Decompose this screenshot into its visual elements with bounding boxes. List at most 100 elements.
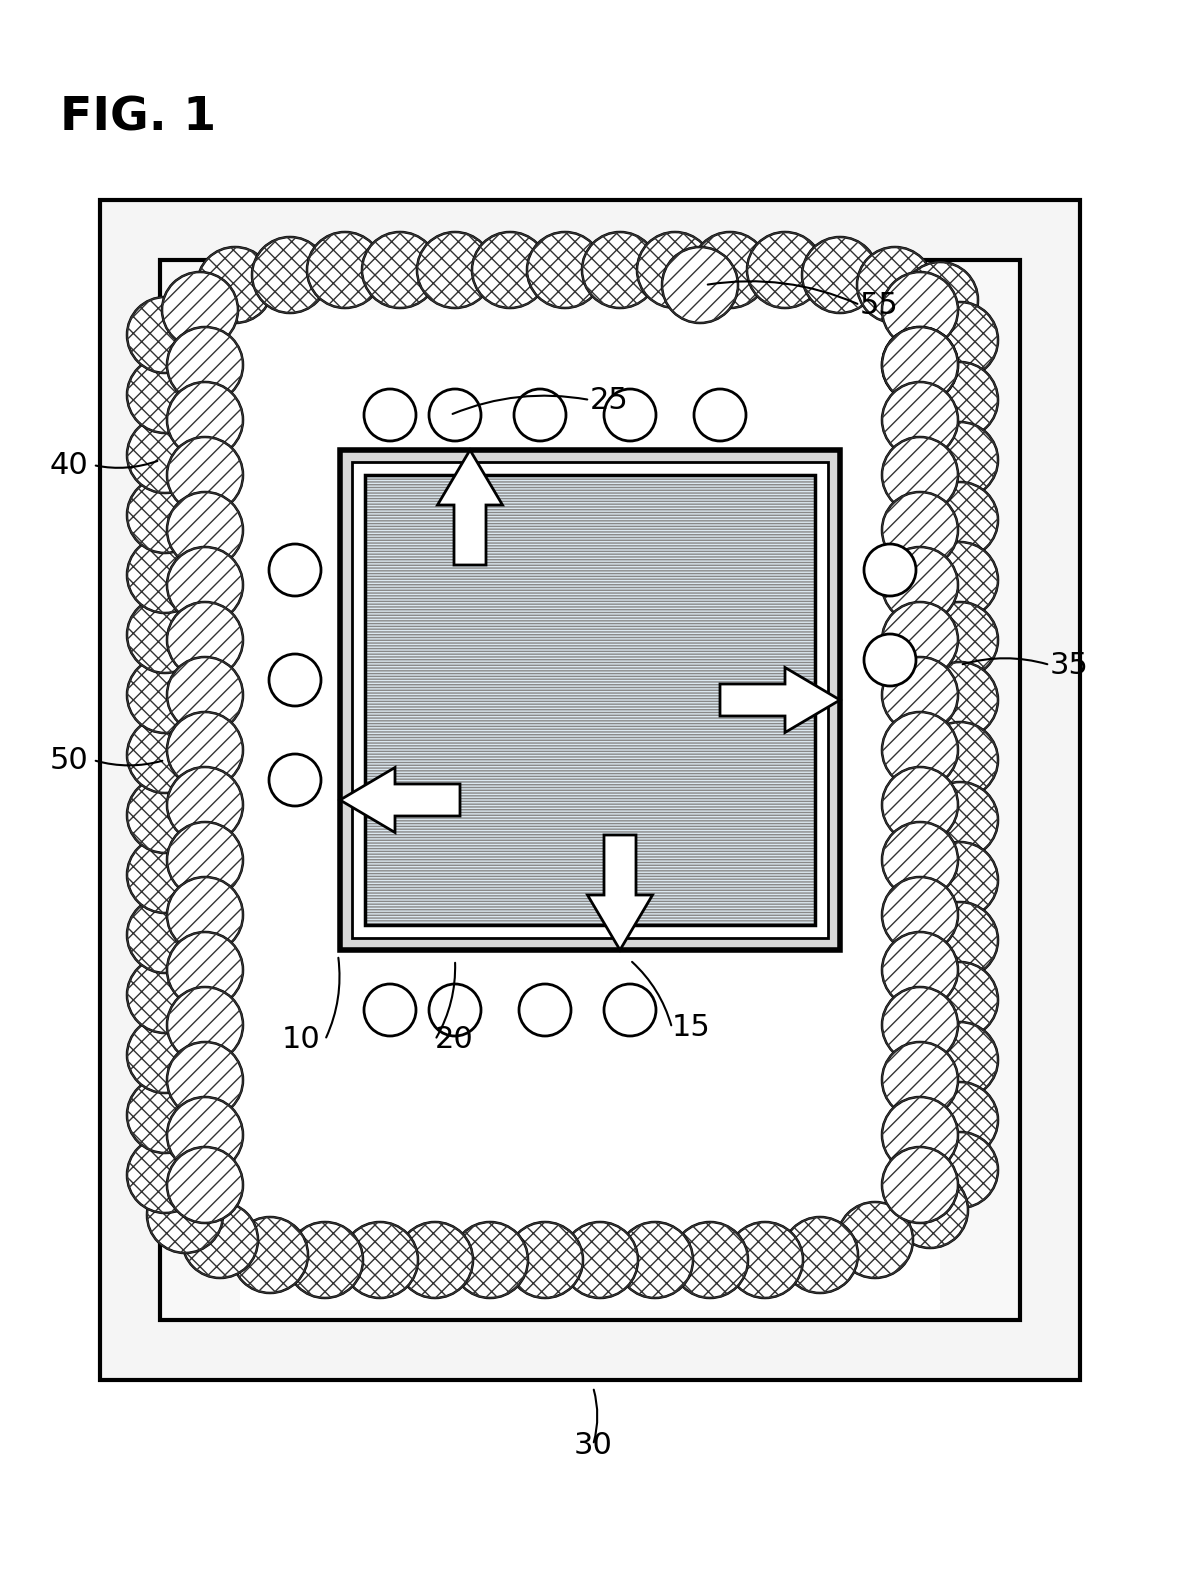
Circle shape <box>417 232 493 307</box>
Polygon shape <box>438 451 503 566</box>
Circle shape <box>127 358 203 433</box>
Circle shape <box>167 381 243 459</box>
Circle shape <box>922 901 997 979</box>
Circle shape <box>127 597 203 673</box>
Circle shape <box>167 602 243 678</box>
Circle shape <box>127 1017 203 1094</box>
Circle shape <box>269 544 321 596</box>
Circle shape <box>181 1202 259 1278</box>
Circle shape <box>691 232 769 307</box>
Text: FIG. 1: FIG. 1 <box>60 95 216 140</box>
Circle shape <box>882 1042 958 1117</box>
Circle shape <box>882 437 958 514</box>
Circle shape <box>514 389 566 441</box>
Circle shape <box>452 1221 528 1299</box>
Bar <box>240 310 940 1310</box>
Polygon shape <box>720 668 840 733</box>
Circle shape <box>882 768 958 843</box>
Circle shape <box>802 236 878 314</box>
Circle shape <box>147 1177 223 1253</box>
Circle shape <box>882 547 958 623</box>
Circle shape <box>882 326 958 403</box>
Bar <box>160 260 1020 1321</box>
Circle shape <box>167 547 243 623</box>
Circle shape <box>882 492 958 567</box>
Circle shape <box>857 247 933 323</box>
Circle shape <box>127 296 203 374</box>
Circle shape <box>167 657 243 733</box>
Circle shape <box>269 753 321 805</box>
Polygon shape <box>587 835 652 950</box>
Bar <box>340 451 840 950</box>
Circle shape <box>882 931 958 1009</box>
Circle shape <box>882 987 958 1062</box>
Circle shape <box>429 389 482 441</box>
Circle shape <box>287 1221 363 1299</box>
Circle shape <box>167 931 243 1009</box>
Text: 20: 20 <box>435 1026 473 1054</box>
Circle shape <box>882 1097 958 1173</box>
Circle shape <box>922 542 997 618</box>
Circle shape <box>903 262 978 337</box>
Circle shape <box>863 544 916 596</box>
Circle shape <box>882 1147 958 1223</box>
Bar <box>352 462 828 938</box>
Circle shape <box>167 1097 243 1173</box>
Text: 15: 15 <box>672 1013 710 1042</box>
Circle shape <box>604 389 656 441</box>
Polygon shape <box>340 768 460 832</box>
Circle shape <box>127 717 203 793</box>
Text: 35: 35 <box>1050 651 1089 679</box>
Circle shape <box>362 232 438 307</box>
Circle shape <box>127 537 203 613</box>
Circle shape <box>922 482 997 558</box>
Circle shape <box>882 602 958 678</box>
Circle shape <box>167 437 243 514</box>
Circle shape <box>882 876 958 953</box>
Circle shape <box>582 232 658 307</box>
Circle shape <box>397 1221 473 1299</box>
Circle shape <box>922 1083 997 1158</box>
Circle shape <box>506 1221 584 1299</box>
Circle shape <box>727 1221 803 1299</box>
Circle shape <box>882 326 958 403</box>
Circle shape <box>837 1202 913 1278</box>
Circle shape <box>882 823 958 898</box>
Circle shape <box>637 232 713 307</box>
Circle shape <box>922 1021 997 1098</box>
Circle shape <box>429 983 482 1035</box>
Circle shape <box>251 236 329 314</box>
Circle shape <box>672 1221 748 1299</box>
Circle shape <box>922 1132 997 1207</box>
Circle shape <box>519 983 570 1035</box>
Circle shape <box>269 654 321 706</box>
Circle shape <box>922 602 997 678</box>
Circle shape <box>127 657 203 733</box>
Text: 30: 30 <box>574 1431 612 1459</box>
Circle shape <box>342 1221 417 1299</box>
Circle shape <box>922 961 997 1039</box>
Circle shape <box>307 232 383 307</box>
Bar <box>365 474 815 925</box>
Circle shape <box>527 232 602 307</box>
Circle shape <box>694 389 746 441</box>
Circle shape <box>922 422 997 498</box>
Circle shape <box>922 722 997 797</box>
Circle shape <box>472 232 548 307</box>
Circle shape <box>922 362 997 438</box>
Circle shape <box>747 232 823 307</box>
Circle shape <box>167 326 243 403</box>
Text: 25: 25 <box>589 386 629 414</box>
Circle shape <box>167 1042 243 1117</box>
Circle shape <box>167 492 243 567</box>
Circle shape <box>197 247 273 323</box>
Circle shape <box>167 1147 243 1223</box>
Circle shape <box>162 273 238 348</box>
Circle shape <box>882 712 958 788</box>
Circle shape <box>922 782 997 857</box>
Circle shape <box>167 823 243 898</box>
Circle shape <box>127 777 203 853</box>
Text: 10: 10 <box>281 1026 320 1054</box>
Circle shape <box>232 1217 308 1292</box>
Circle shape <box>127 478 203 553</box>
